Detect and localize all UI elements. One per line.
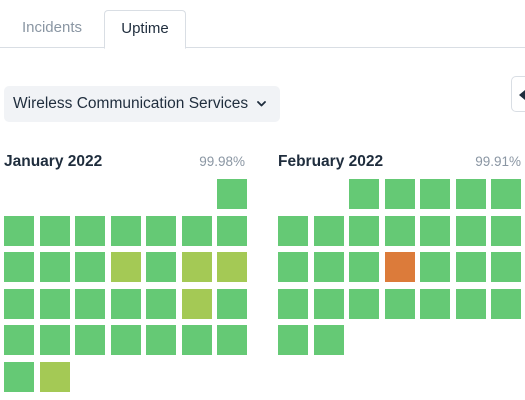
day-cell[interactable] xyxy=(420,216,450,246)
day-cell[interactable] xyxy=(217,216,247,246)
day-cell[interactable] xyxy=(217,252,247,282)
day-cell[interactable] xyxy=(182,216,212,246)
day-cell[interactable] xyxy=(4,325,34,355)
day-cell[interactable] xyxy=(278,289,308,319)
day-cell[interactable] xyxy=(111,252,141,282)
day-cell[interactable] xyxy=(385,216,415,246)
day-cell[interactable] xyxy=(491,179,521,209)
day-cell[interactable] xyxy=(182,289,212,319)
day-cell[interactable] xyxy=(75,252,105,282)
service-select[interactable]: Wireless Communication Services xyxy=(4,86,280,122)
day-cell[interactable] xyxy=(349,252,379,282)
day-cell[interactable] xyxy=(40,216,70,246)
day-cell[interactable] xyxy=(146,325,176,355)
day-cell[interactable] xyxy=(491,216,521,246)
day-cell[interactable] xyxy=(217,179,247,209)
day-cell[interactable] xyxy=(385,179,415,209)
day-cell[interactable] xyxy=(4,216,34,246)
day-cell[interactable] xyxy=(491,252,521,282)
day-cell[interactable] xyxy=(217,325,247,355)
tab-incidents[interactable]: Incidents xyxy=(21,19,83,36)
day-cell[interactable] xyxy=(40,252,70,282)
tab-bar: Incidents Uptime xyxy=(0,0,525,49)
day-cell[interactable] xyxy=(146,216,176,246)
day-cell[interactable] xyxy=(75,216,105,246)
day-cell[interactable] xyxy=(75,325,105,355)
day-cell[interactable] xyxy=(278,216,308,246)
month-title: February 2022 xyxy=(278,153,384,170)
day-cell[interactable] xyxy=(146,289,176,319)
month-uptime-percent: 99.91% xyxy=(475,154,521,169)
day-cell[interactable] xyxy=(349,216,379,246)
day-cell[interactable] xyxy=(420,289,450,319)
day-cell[interactable] xyxy=(111,216,141,246)
day-cell[interactable] xyxy=(111,289,141,319)
day-cell[interactable] xyxy=(182,325,212,355)
day-cell[interactable] xyxy=(314,325,344,355)
day-cell[interactable] xyxy=(278,252,308,282)
day-cell[interactable] xyxy=(314,252,344,282)
day-cell[interactable] xyxy=(4,362,34,392)
day-cell[interactable] xyxy=(146,252,176,282)
calendar-nav-button[interactable] xyxy=(511,76,525,112)
day-cell[interactable] xyxy=(385,289,415,319)
day-cell[interactable] xyxy=(314,289,344,319)
day-cell[interactable] xyxy=(456,252,486,282)
day-cell[interactable] xyxy=(4,252,34,282)
day-cell[interactable] xyxy=(40,325,70,355)
day-cell[interactable] xyxy=(349,289,379,319)
day-cell[interactable] xyxy=(75,289,105,319)
day-cell[interactable] xyxy=(40,362,70,392)
month-title: January 2022 xyxy=(4,153,103,170)
day-cell[interactable] xyxy=(420,252,450,282)
month-uptime-percent: 99.98% xyxy=(199,154,245,169)
day-cell[interactable] xyxy=(182,252,212,282)
day-cell[interactable] xyxy=(456,179,486,209)
day-cell[interactable] xyxy=(111,325,141,355)
day-cell[interactable] xyxy=(314,216,344,246)
service-select-value: Wireless Communication Services xyxy=(13,95,249,112)
day-cell[interactable] xyxy=(456,289,486,319)
day-cell[interactable] xyxy=(491,289,521,319)
chevron-down-icon xyxy=(257,101,266,107)
caret-left-icon xyxy=(519,90,525,100)
day-cell[interactable] xyxy=(217,289,247,319)
day-cell[interactable] xyxy=(349,179,379,209)
day-cell[interactable] xyxy=(420,179,450,209)
day-cell[interactable] xyxy=(456,216,486,246)
day-cell[interactable] xyxy=(4,289,34,319)
tab-uptime[interactable]: Uptime xyxy=(104,10,186,49)
day-cell[interactable] xyxy=(385,252,415,282)
day-cell[interactable] xyxy=(278,325,308,355)
day-cell[interactable] xyxy=(40,289,70,319)
